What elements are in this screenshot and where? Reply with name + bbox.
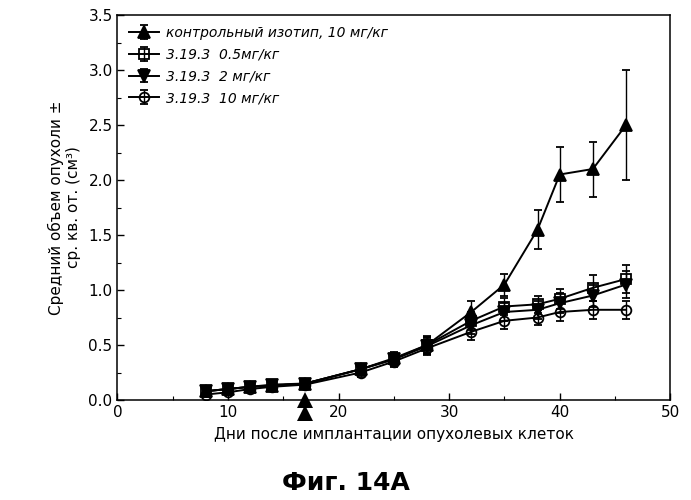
Y-axis label: Средний объем опухоли ±
ср. кв. от. (см³): Средний объем опухоли ± ср. кв. от. (см³… [48, 100, 82, 315]
Text: Фиг. 14А: Фиг. 14А [281, 471, 410, 495]
X-axis label: Дни после имплантации опухолевых клеток: Дни после имплантации опухолевых клеток [214, 427, 574, 442]
Legend: контрольный изотип, 10 мг/кг, 3.19.3  0.5мг/кг, 3.19.3  2 мг/кг, 3.19.3  10 мг/к: контрольный изотип, 10 мг/кг, 3.19.3 0.5… [124, 22, 392, 109]
